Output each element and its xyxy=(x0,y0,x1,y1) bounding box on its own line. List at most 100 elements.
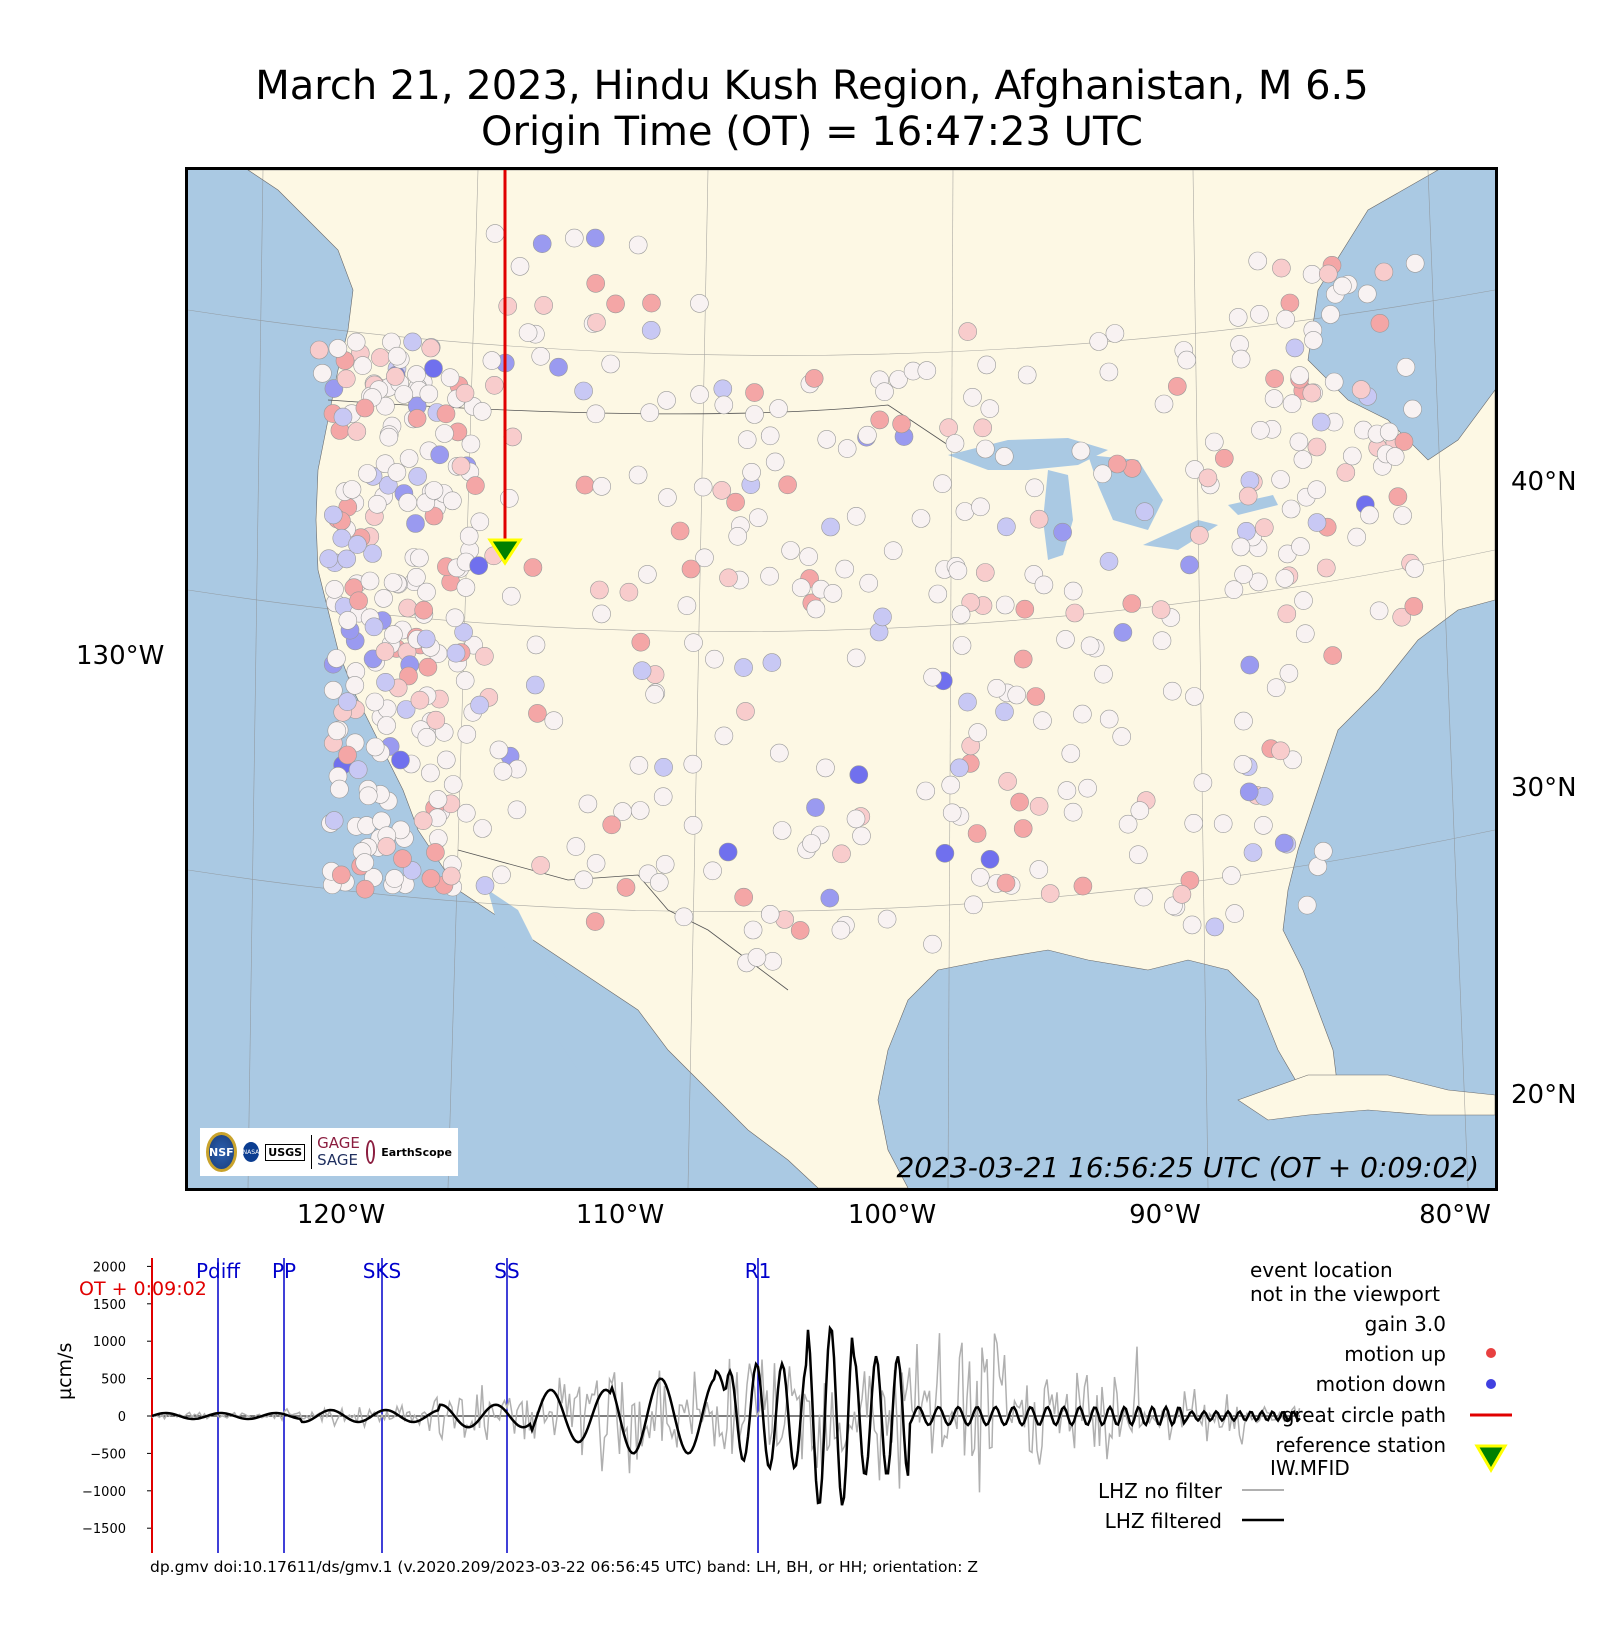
station-dot xyxy=(475,876,495,895)
station-dot xyxy=(528,704,547,723)
station-dot xyxy=(765,452,785,472)
station-dot xyxy=(748,508,768,528)
station-dot xyxy=(1317,558,1336,578)
station-dot xyxy=(654,757,673,777)
station-dot xyxy=(1056,630,1075,649)
station-dot xyxy=(1319,264,1338,284)
station-dot xyxy=(1360,505,1379,525)
station-dot xyxy=(1029,509,1049,529)
station-dot xyxy=(987,678,1007,698)
station-dot xyxy=(970,867,990,887)
station-dot xyxy=(1013,819,1033,838)
station-dot xyxy=(695,548,714,568)
station-dot xyxy=(606,294,625,314)
station-dot xyxy=(997,517,1016,537)
station-dot xyxy=(1233,755,1253,774)
y-tick-label: 2000 xyxy=(93,1260,126,1275)
station-dot xyxy=(410,690,430,710)
nsf-logo: NSF xyxy=(206,1132,237,1172)
phase-label: R1 xyxy=(745,1259,772,1283)
station-dot xyxy=(892,414,911,434)
station-dot xyxy=(799,547,818,567)
station-dot xyxy=(1061,744,1081,763)
station-dot xyxy=(419,384,439,404)
station-dot xyxy=(846,809,866,829)
station-dot xyxy=(1336,463,1356,482)
station-dot xyxy=(760,566,779,586)
station-dot xyxy=(470,512,490,532)
station-dot xyxy=(338,692,357,712)
gulf-of-california xyxy=(488,890,588,1070)
station-dot xyxy=(586,854,606,873)
motion-up-dot xyxy=(1486,1348,1496,1358)
station-dot xyxy=(534,296,554,315)
lon-label-80: 80°W xyxy=(1419,1200,1491,1230)
station-dot xyxy=(324,680,343,700)
station-dot xyxy=(355,879,375,899)
station-dot xyxy=(1094,664,1113,684)
station-dot xyxy=(1029,796,1049,816)
station-dot xyxy=(327,649,346,668)
station-dot xyxy=(1185,687,1204,706)
station-dot xyxy=(473,819,492,838)
map-timestamp: 2023-03-21 16:56:25 UTC (OT + 0:09:02) xyxy=(896,1151,1479,1184)
station-dot xyxy=(1180,871,1200,890)
station-dot xyxy=(816,758,835,778)
station-dot xyxy=(384,625,403,644)
station-dot xyxy=(531,347,551,366)
station-dot xyxy=(1213,814,1233,834)
y-tick-label: −1000 xyxy=(82,1485,126,1500)
station-dot xyxy=(1105,324,1125,343)
station-dot xyxy=(526,635,546,655)
station-dot xyxy=(1112,727,1132,746)
station-dot xyxy=(426,710,446,730)
y-tick-label: −500 xyxy=(90,1447,126,1462)
station-dot xyxy=(1063,581,1083,601)
station-dot xyxy=(1071,441,1091,461)
station-dot xyxy=(734,658,753,677)
station-dot xyxy=(714,726,734,746)
station-dot xyxy=(628,465,648,485)
station-dot xyxy=(1151,600,1171,620)
station-dot xyxy=(1324,372,1344,392)
station-dot xyxy=(1405,254,1425,273)
station-dot xyxy=(1385,447,1405,466)
station-dot xyxy=(831,920,851,940)
map-viewport[interactable]: NSF NASA USGS GAGE SAGE EarthScope 2023-… xyxy=(185,167,1498,1191)
station-dot xyxy=(387,463,407,482)
station-dot xyxy=(837,439,857,458)
lat-label-30: 30°N xyxy=(1511,773,1577,803)
station-dot xyxy=(349,591,368,611)
station-dot xyxy=(942,803,962,823)
station-dot xyxy=(1015,599,1035,619)
station-dot xyxy=(387,346,407,366)
station-dot xyxy=(1379,422,1399,442)
station-dot xyxy=(574,870,594,890)
station-dot xyxy=(1180,555,1199,575)
station-dot xyxy=(849,765,869,785)
station-dot xyxy=(592,604,611,624)
stations-layer xyxy=(309,224,1425,973)
station-dot xyxy=(973,418,993,438)
station-dot xyxy=(1266,678,1286,698)
legend-motion-down: motion down xyxy=(1315,1372,1446,1396)
station-dot xyxy=(332,865,351,885)
station-dot xyxy=(1033,711,1052,731)
station-dot xyxy=(1392,607,1411,627)
phase-lines: Pdiff PP SKS SS R1 xyxy=(196,1258,771,1553)
station-dot xyxy=(376,672,395,692)
station-dot xyxy=(630,801,650,820)
station-dot xyxy=(602,815,622,835)
seismogram-y-axis: 2000 1500 1000 500 0 −500 −1000 −1500 xyxy=(82,1260,152,1537)
station-dot xyxy=(455,383,475,403)
station-dot xyxy=(424,481,444,500)
station-dot xyxy=(728,526,748,546)
station-dot xyxy=(365,737,385,757)
station-dot xyxy=(325,580,344,599)
station-dot xyxy=(641,321,661,340)
sponsor-logos: NSF NASA USGS GAGE SAGE EarthScope xyxy=(200,1128,458,1176)
station-dot xyxy=(1135,502,1155,522)
station-dot xyxy=(342,480,362,499)
station-dot xyxy=(726,492,745,512)
station-dot xyxy=(398,493,418,512)
